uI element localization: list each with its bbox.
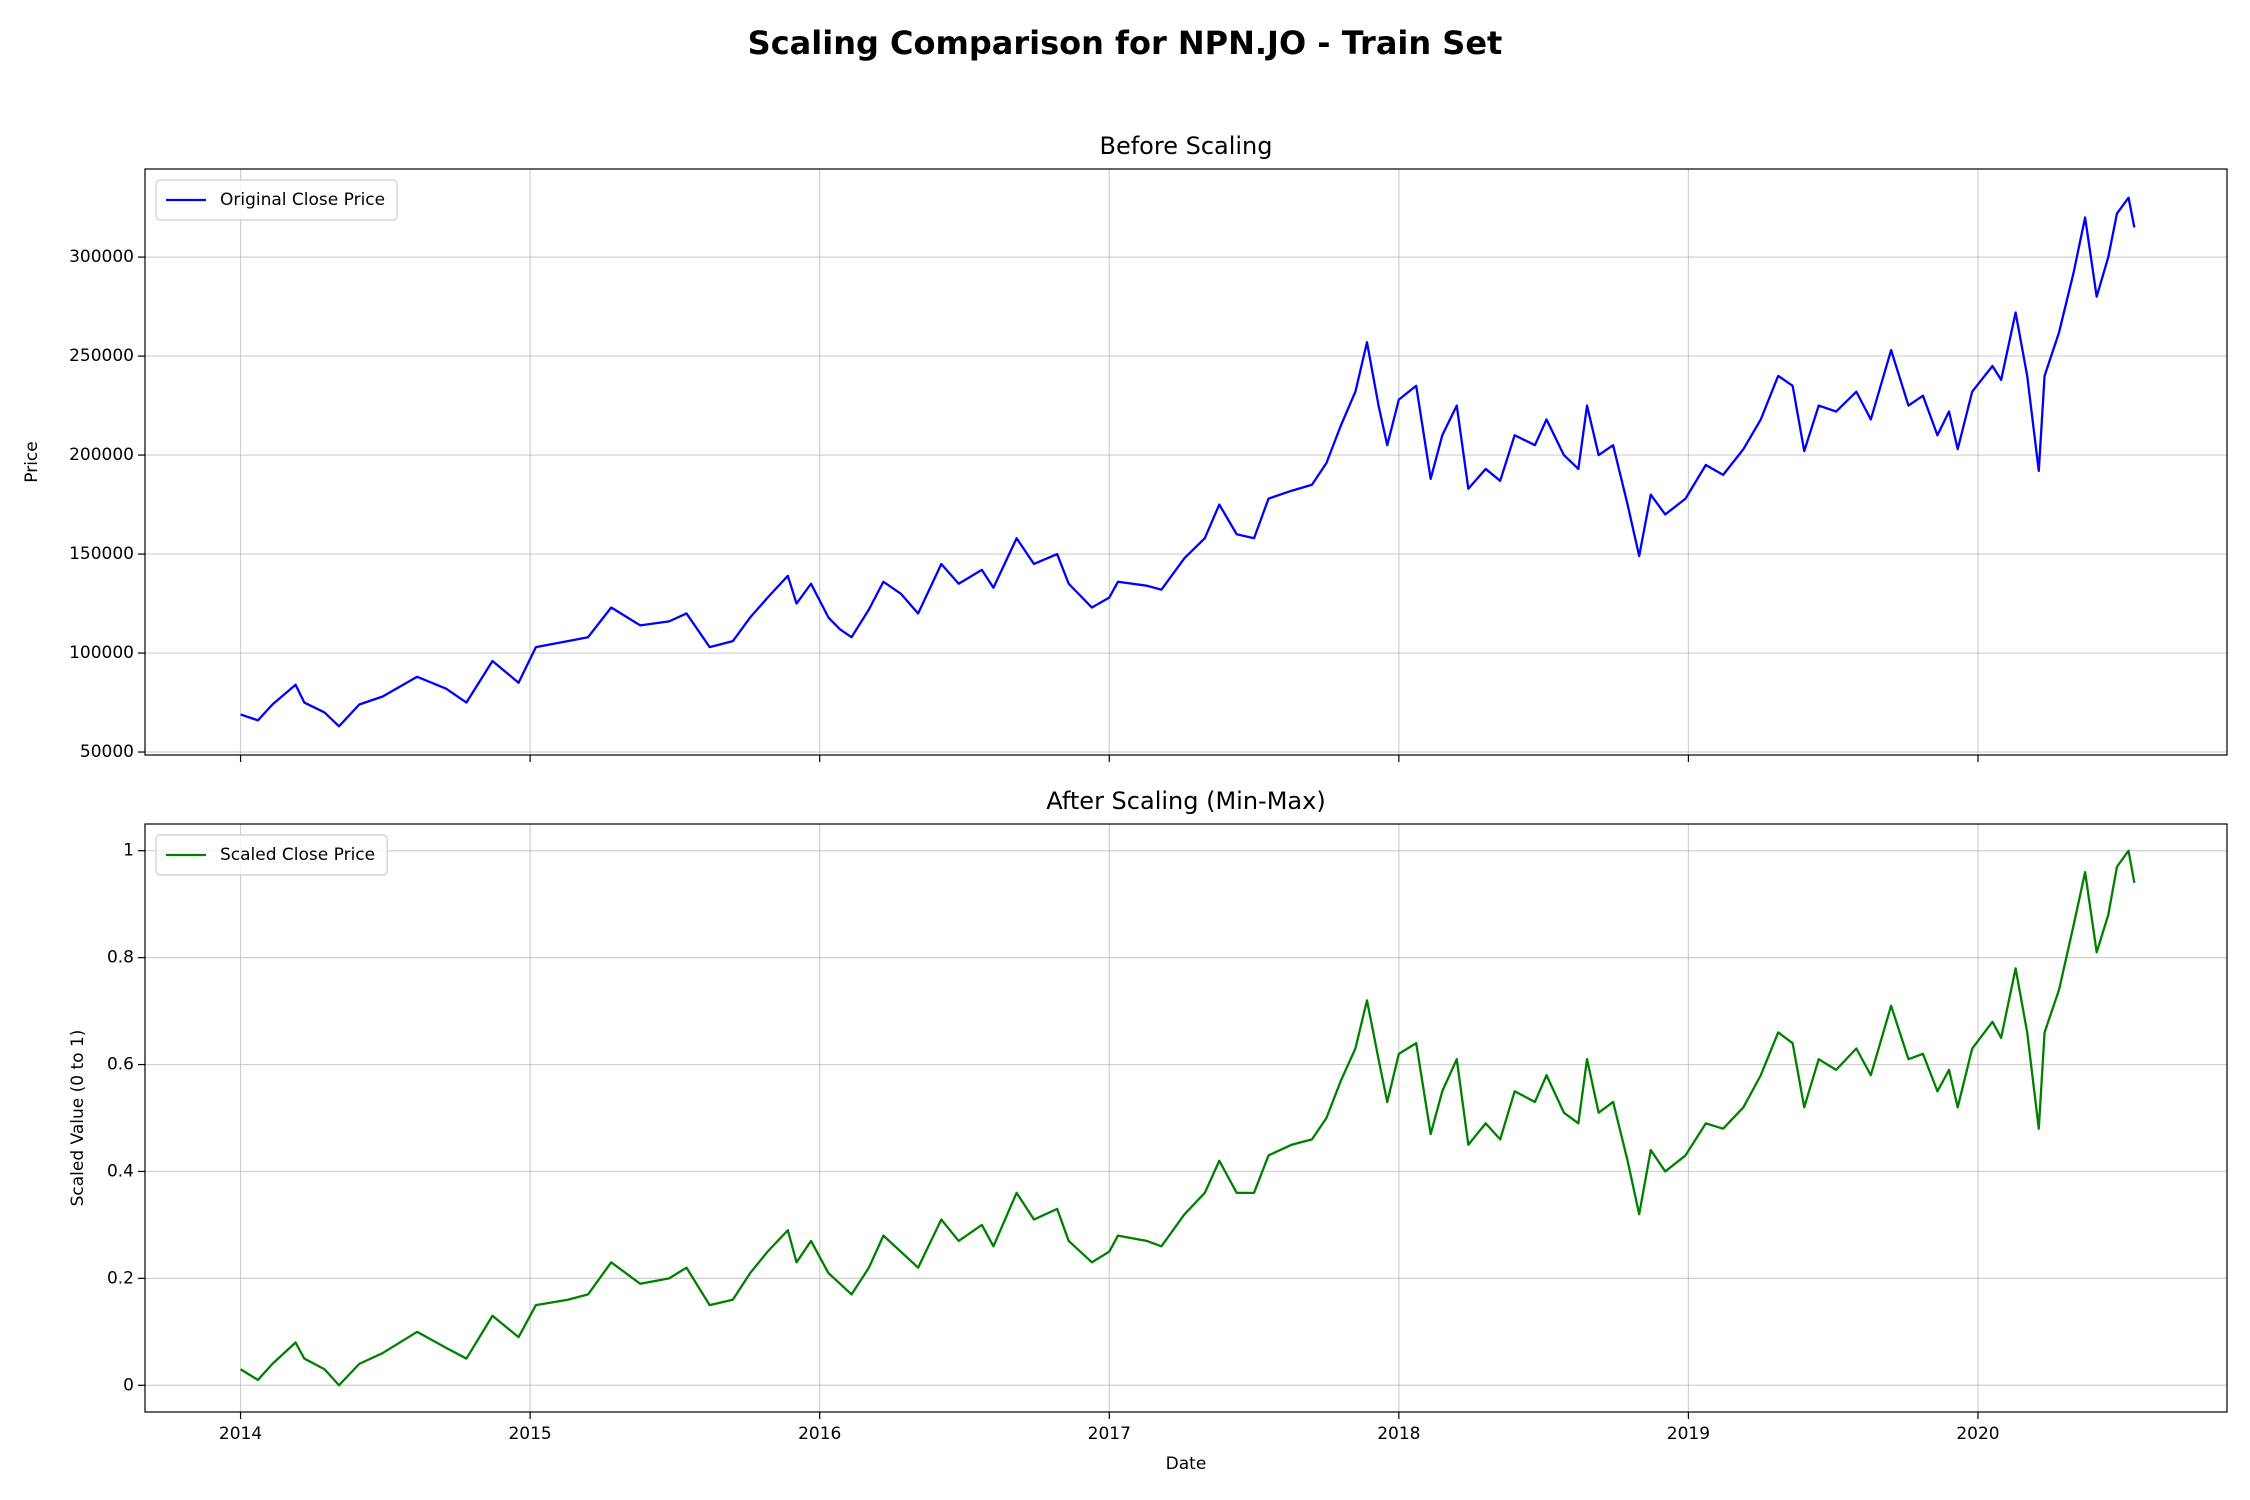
axes-title: After Scaling (Min-Max)	[1046, 787, 1325, 815]
y-tick-label: 0.4	[107, 1161, 134, 1181]
y-tick-label: 200000	[69, 445, 134, 465]
legend-frame	[155, 834, 388, 876]
legend-label: Scaled Close Price	[220, 845, 375, 865]
y-tick-label: 150000	[69, 544, 134, 564]
y-tick-label: 1	[123, 841, 134, 861]
y-tick-label: 0.2	[107, 1268, 134, 1288]
x-tick-label: 2016	[798, 1424, 841, 1444]
axes-title: Before Scaling	[1099, 132, 1272, 160]
x-tick-label: 2017	[1088, 1424, 1131, 1444]
x-tick-label: 2014	[219, 1424, 262, 1444]
y-axis-label: Scaled Value (0 to 1)	[68, 1030, 88, 1207]
axes-frame	[144, 823, 2228, 1413]
x-tick-label: 2015	[508, 1424, 551, 1444]
legend: Original Close Price	[155, 179, 398, 221]
x-tick-label: 2018	[1377, 1424, 1420, 1444]
series-line	[239, 849, 2136, 1387]
y-tick-label: 250000	[69, 346, 134, 366]
y-tick-label: 0.6	[107, 1055, 134, 1075]
y-tick-label: 0	[123, 1375, 134, 1395]
y-tick-label: 0.8	[107, 948, 134, 968]
y-tick-label: 300000	[69, 247, 134, 267]
axes-frame	[144, 168, 2228, 756]
legend: Scaled Close Price	[155, 834, 388, 876]
figure-title: Scaling Comparison for NPN.JO - Train Se…	[748, 24, 1503, 62]
x-tick-label: 2019	[1667, 1424, 1710, 1444]
y-axis-label: Price	[22, 441, 42, 482]
series-line	[240, 196, 2136, 728]
x-axis-label: Date	[1166, 1454, 1207, 1474]
x-tick-label: 2020	[1956, 1424, 1999, 1444]
legend-label: Original Close Price	[220, 190, 385, 210]
y-tick-label: 50000	[80, 742, 134, 762]
legend-frame	[155, 179, 398, 221]
y-tick-label: 100000	[69, 643, 134, 663]
